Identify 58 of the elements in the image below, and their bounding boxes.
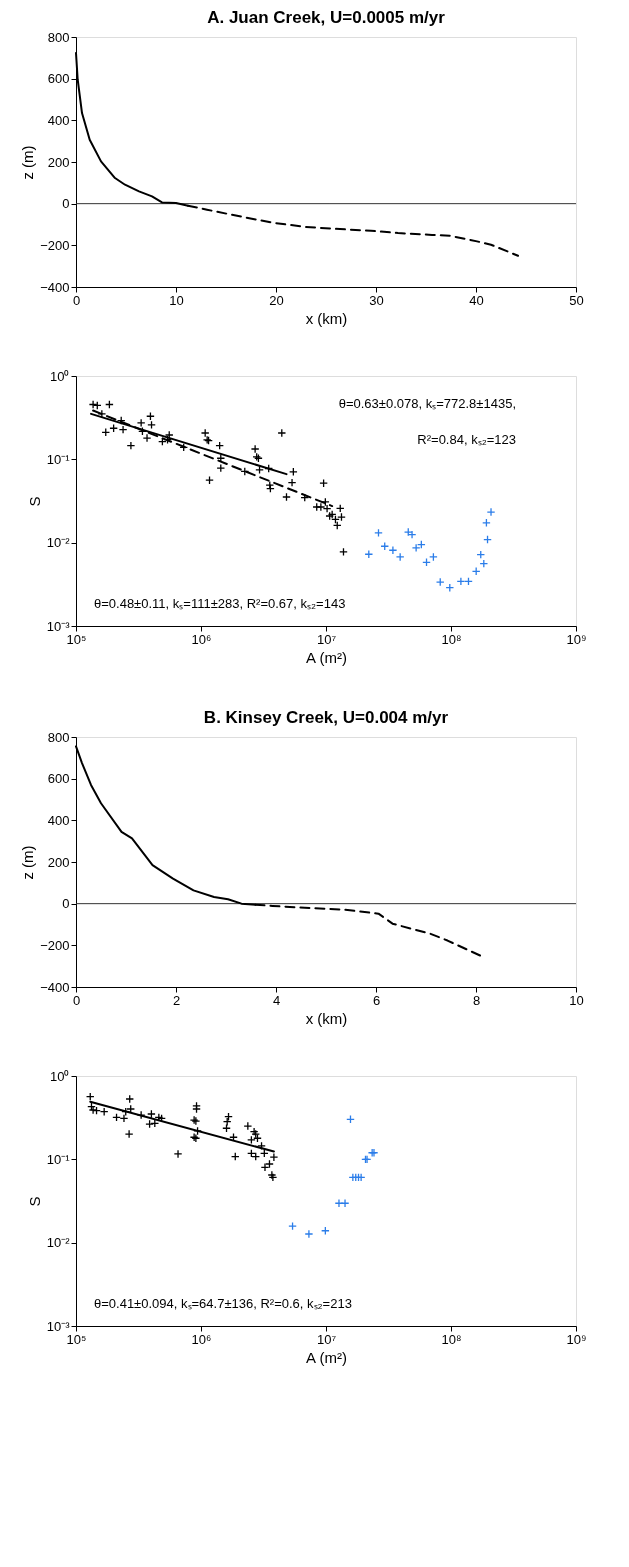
x-tick-label: 10⁷ bbox=[316, 1331, 337, 1347]
x-tick-label: 10⁵ bbox=[66, 1331, 87, 1347]
annotation: R²=0.84, kₛ₂=123 bbox=[417, 432, 516, 447]
x-tick-label: 40 bbox=[469, 292, 484, 308]
y-tick-label: 600 bbox=[47, 771, 70, 787]
y-tick-label: 400 bbox=[47, 812, 70, 828]
x-tick-label: 50 bbox=[569, 292, 584, 308]
annotation: θ=0.48±0.11, kₛ=111±283, R²=0.67, kₛ₂=143 bbox=[94, 596, 346, 611]
x-axis-title: x (km) bbox=[305, 1009, 348, 1027]
x-tick-label: 10 bbox=[569, 992, 584, 1008]
y-tick-label: 10⁻³ bbox=[46, 618, 71, 634]
y-tick-label: 10⁰ bbox=[50, 1068, 70, 1084]
y-tick-label: 200 bbox=[47, 154, 70, 170]
x-tick-label: 10⁶ bbox=[191, 1331, 212, 1347]
x-axis-title: x (km) bbox=[305, 309, 348, 327]
y-tick-label: 800 bbox=[47, 29, 70, 45]
x-tick-label: 10⁸ bbox=[441, 631, 462, 647]
x-axis-title: A (m²) bbox=[306, 648, 347, 666]
y-tick-label: 10⁰ bbox=[50, 368, 70, 384]
x-tick-label: 10⁵ bbox=[66, 631, 87, 647]
x-tick-label: 10⁶ bbox=[191, 631, 212, 647]
annotation: θ=0.41±0.094, kₛ=64.7±136, R²=0.6, kₛ₂=213 bbox=[94, 1296, 352, 1311]
y-tick-label: 200 bbox=[47, 854, 70, 870]
x-tick-label: 0 bbox=[72, 992, 81, 1008]
y-axis-title: z (m) bbox=[19, 145, 37, 180]
y-tick-label: 400 bbox=[47, 112, 70, 128]
y-tick-label: 10⁻³ bbox=[46, 1318, 71, 1334]
x-axis-title: A (m²) bbox=[306, 1348, 347, 1366]
x-tick-label: 30 bbox=[369, 292, 384, 308]
x-tick-label: 10⁹ bbox=[566, 631, 587, 647]
y-tick-label: 0 bbox=[62, 196, 70, 212]
chart-title: A. Juan Creek, U=0.0005 m/yr bbox=[207, 8, 446, 27]
x-tick-label: 8 bbox=[472, 992, 481, 1008]
y-tick-label: −200 bbox=[40, 237, 70, 253]
x-tick-label: 2 bbox=[172, 992, 181, 1008]
x-tick-label: 10⁸ bbox=[441, 1331, 462, 1347]
y-tick-label: 10⁻² bbox=[46, 1235, 71, 1251]
x-tick-label: 6 bbox=[372, 992, 381, 1008]
chart-title: B. Kinsey Creek, U=0.004 m/yr bbox=[203, 708, 449, 727]
y-tick-label: −400 bbox=[40, 979, 70, 995]
x-tick-label: 10⁹ bbox=[566, 1331, 587, 1347]
y-tick-label: −200 bbox=[40, 937, 70, 953]
y-tick-label: 600 bbox=[47, 71, 70, 87]
annotation: θ=0.63±0.078, kₛ=772.8±1435, bbox=[338, 396, 516, 411]
y-tick-label: 10⁻¹ bbox=[46, 1151, 71, 1167]
y-tick-label: 10⁻² bbox=[46, 535, 71, 551]
x-tick-label: 10 bbox=[169, 292, 184, 308]
y-tick-label: −400 bbox=[40, 279, 70, 295]
y-tick-label: 0 bbox=[62, 896, 70, 912]
x-tick-label: 4 bbox=[272, 992, 281, 1008]
x-tick-label: 0 bbox=[72, 292, 81, 308]
y-axis-title: S bbox=[25, 1196, 43, 1207]
x-tick-label: 20 bbox=[269, 292, 284, 308]
y-tick-label: 10⁻¹ bbox=[46, 451, 71, 467]
y-tick-label: 800 bbox=[47, 729, 70, 745]
y-axis-title: S bbox=[25, 496, 43, 507]
x-tick-label: 10⁷ bbox=[316, 631, 337, 647]
y-axis-title: z (m) bbox=[19, 845, 37, 880]
